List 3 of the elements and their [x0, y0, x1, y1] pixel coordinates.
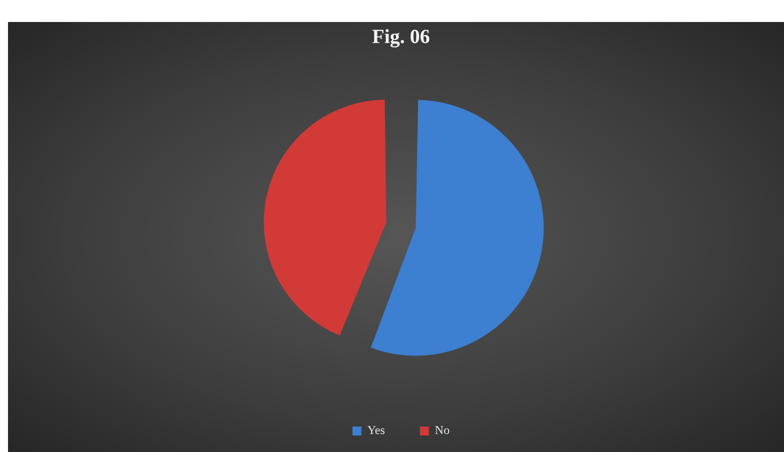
legend-label: No: [434, 423, 450, 438]
legend-label: Yes: [367, 423, 386, 438]
chart-title: Fig. 06: [372, 26, 430, 48]
